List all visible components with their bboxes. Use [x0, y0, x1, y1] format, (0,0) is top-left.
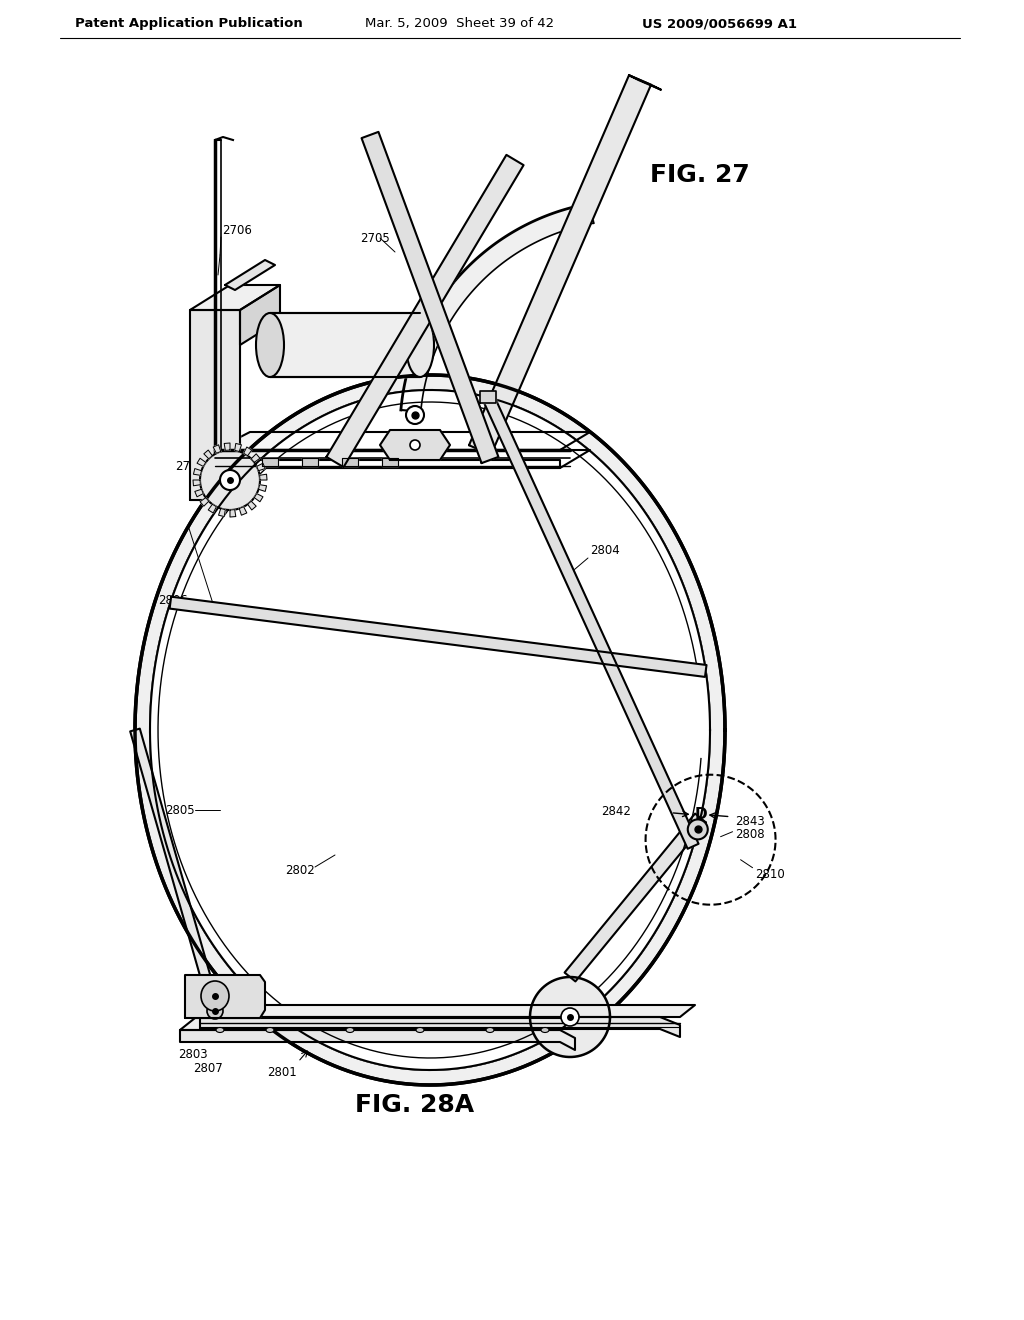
Polygon shape: [150, 389, 710, 1071]
Text: 2804: 2804: [590, 544, 620, 557]
Text: 2706: 2706: [222, 223, 252, 236]
Text: 2805: 2805: [165, 804, 195, 817]
Polygon shape: [629, 75, 662, 90]
Ellipse shape: [688, 820, 708, 840]
Ellipse shape: [207, 1003, 223, 1019]
Polygon shape: [380, 430, 450, 459]
Polygon shape: [215, 459, 590, 480]
Polygon shape: [564, 813, 706, 982]
Ellipse shape: [406, 313, 434, 378]
Polygon shape: [469, 75, 651, 455]
Polygon shape: [480, 392, 497, 404]
Ellipse shape: [220, 470, 240, 490]
Polygon shape: [342, 458, 358, 466]
Polygon shape: [258, 484, 266, 491]
Text: 2807: 2807: [193, 1061, 223, 1074]
Polygon shape: [130, 729, 220, 1011]
Polygon shape: [194, 469, 202, 475]
Polygon shape: [244, 447, 252, 455]
Text: 2808: 2808: [735, 828, 765, 841]
Polygon shape: [257, 463, 265, 471]
Text: 2842: 2842: [601, 805, 631, 818]
Text: 2843: 2843: [735, 816, 765, 828]
Polygon shape: [215, 480, 560, 500]
Polygon shape: [234, 444, 242, 451]
Polygon shape: [215, 432, 590, 450]
Polygon shape: [302, 458, 318, 466]
Polygon shape: [197, 458, 206, 466]
Ellipse shape: [416, 1027, 424, 1032]
Ellipse shape: [561, 1008, 579, 1026]
Ellipse shape: [216, 1027, 224, 1032]
Polygon shape: [218, 508, 225, 516]
Polygon shape: [260, 474, 267, 480]
Polygon shape: [327, 154, 523, 467]
Polygon shape: [200, 1016, 680, 1038]
Ellipse shape: [256, 313, 284, 378]
Text: 2802: 2802: [285, 863, 314, 876]
Polygon shape: [251, 454, 260, 462]
Polygon shape: [213, 445, 221, 453]
Text: 2708: 2708: [440, 462, 470, 474]
Polygon shape: [193, 480, 201, 486]
Text: 2803: 2803: [178, 1048, 208, 1061]
Polygon shape: [224, 444, 230, 450]
Polygon shape: [200, 1005, 695, 1016]
Text: 2702: 2702: [278, 314, 308, 326]
Polygon shape: [180, 1030, 575, 1049]
Polygon shape: [215, 450, 590, 469]
Polygon shape: [215, 492, 590, 512]
Polygon shape: [240, 507, 247, 515]
Polygon shape: [248, 502, 256, 510]
Text: 2703: 2703: [175, 459, 205, 473]
Text: 2704: 2704: [305, 461, 335, 474]
Polygon shape: [270, 313, 420, 378]
Polygon shape: [135, 375, 725, 1085]
Text: 2701: 2701: [200, 491, 229, 504]
Ellipse shape: [406, 407, 424, 424]
Text: FIG. 28A: FIG. 28A: [355, 1093, 474, 1117]
Polygon shape: [190, 285, 280, 310]
Polygon shape: [361, 132, 499, 463]
Polygon shape: [208, 504, 216, 513]
Text: Mar. 5, 2009  Sheet 39 of 42: Mar. 5, 2009 Sheet 39 of 42: [365, 17, 554, 30]
Polygon shape: [382, 458, 398, 466]
Ellipse shape: [541, 1027, 549, 1032]
Polygon shape: [262, 458, 278, 466]
Polygon shape: [215, 500, 560, 512]
Polygon shape: [530, 977, 610, 1057]
Polygon shape: [240, 285, 280, 345]
Text: US 2009/0056699 A1: US 2009/0056699 A1: [642, 17, 797, 30]
Polygon shape: [190, 310, 240, 500]
Polygon shape: [180, 1018, 575, 1030]
Ellipse shape: [410, 440, 420, 450]
Polygon shape: [200, 498, 209, 506]
Polygon shape: [254, 494, 263, 502]
Polygon shape: [400, 203, 594, 412]
Polygon shape: [195, 490, 204, 496]
Polygon shape: [170, 597, 707, 677]
Polygon shape: [185, 975, 265, 1018]
Polygon shape: [230, 510, 236, 517]
Polygon shape: [482, 395, 698, 849]
Polygon shape: [225, 260, 275, 290]
Text: 2810: 2810: [756, 869, 785, 882]
Polygon shape: [560, 459, 590, 500]
Polygon shape: [200, 450, 260, 510]
Ellipse shape: [266, 1027, 274, 1032]
Text: FIG. 27: FIG. 27: [650, 162, 750, 187]
Ellipse shape: [346, 1027, 354, 1032]
Text: 2806: 2806: [158, 594, 187, 606]
Ellipse shape: [486, 1027, 494, 1032]
Text: D: D: [694, 808, 707, 822]
Polygon shape: [215, 459, 560, 469]
Text: 2705: 2705: [360, 231, 390, 244]
Ellipse shape: [201, 981, 229, 1011]
Polygon shape: [204, 450, 212, 459]
Text: 2801: 2801: [267, 1065, 297, 1078]
Text: Patent Application Publication: Patent Application Publication: [75, 17, 303, 30]
